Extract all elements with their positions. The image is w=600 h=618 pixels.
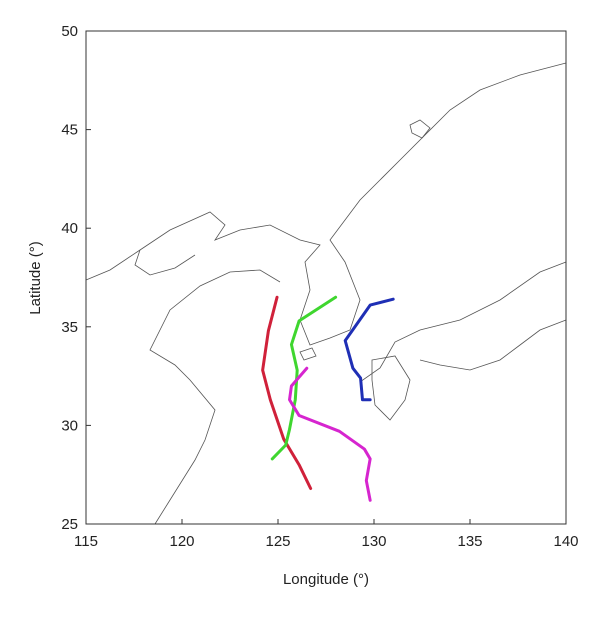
- x-tick-label: 135: [457, 533, 482, 550]
- plot-frame: [85, 30, 567, 525]
- track: [288, 366, 372, 502]
- y-tick-label: 35: [61, 319, 78, 336]
- x-tick-label: 140: [553, 533, 578, 550]
- y-tick-label: 50: [61, 23, 78, 40]
- x-tick-label: 130: [361, 533, 386, 550]
- y-tick-label: 30: [61, 417, 78, 434]
- track: [343, 297, 395, 402]
- x-tick-label: 120: [169, 533, 194, 550]
- y-tick-label: 45: [61, 122, 78, 139]
- y-axis-label: Latitude (°): [27, 241, 44, 315]
- coastlines: [85, 62, 567, 525]
- track: [270, 295, 338, 461]
- x-tick-label: 115: [74, 533, 98, 550]
- x-tick-label: 125: [265, 533, 290, 550]
- x-axis-label: Longitude (°): [283, 571, 369, 588]
- track: [261, 295, 313, 491]
- y-tick-label: 25: [61, 516, 78, 533]
- y-tick-label: 40: [61, 220, 78, 237]
